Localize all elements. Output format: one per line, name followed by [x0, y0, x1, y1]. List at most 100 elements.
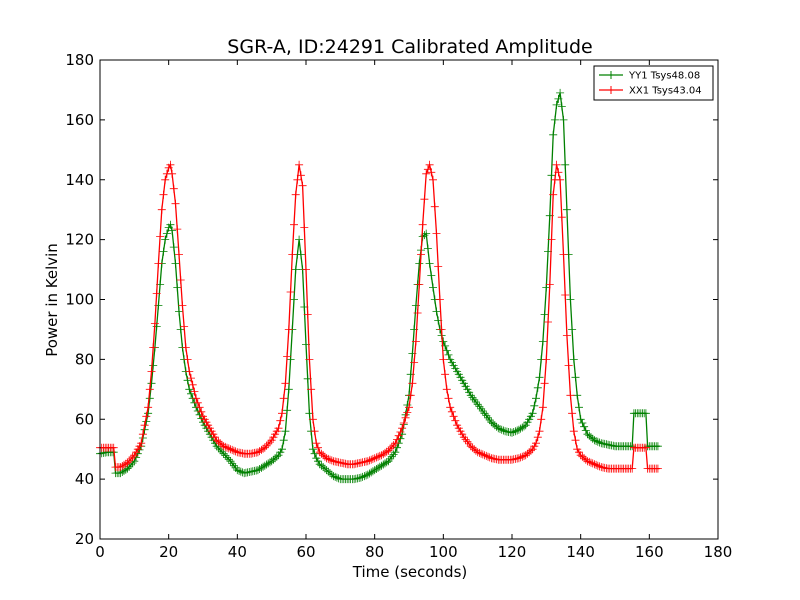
series-point — [569, 427, 578, 436]
series-point — [544, 318, 552, 326]
x-tick-label: 60 — [296, 543, 315, 561]
series-point — [329, 472, 338, 481]
series-point — [310, 427, 319, 436]
series-point — [576, 415, 585, 424]
series-point — [190, 387, 199, 396]
series-point — [609, 441, 618, 450]
series-point — [331, 472, 340, 481]
series-point — [429, 283, 437, 292]
series-point — [477, 449, 486, 458]
series-point — [185, 367, 194, 376]
series-point — [168, 169, 177, 178]
series-point — [162, 229, 171, 238]
series-point — [593, 461, 602, 470]
series-point — [147, 367, 156, 376]
series-point — [562, 331, 571, 340]
series-point — [374, 452, 383, 461]
series-point — [628, 442, 637, 451]
series-point — [420, 195, 429, 204]
series-point — [305, 355, 314, 364]
series-point — [394, 431, 403, 440]
series-point — [561, 291, 570, 299]
legend-label: XX1 Tsys43.04 — [629, 86, 702, 97]
series-point — [356, 458, 365, 467]
series-point — [229, 461, 238, 470]
series-point — [228, 445, 237, 454]
series-point — [653, 442, 662, 451]
series-point — [278, 409, 286, 418]
series-point — [223, 443, 231, 452]
series-point — [447, 407, 456, 416]
series-point — [477, 404, 486, 413]
legend-entry-0: YY1 Tsys48.08 — [599, 71, 700, 82]
series-point — [446, 403, 455, 412]
series-point — [556, 88, 565, 97]
series-point — [279, 436, 288, 445]
series-point — [365, 456, 374, 465]
series-point — [126, 454, 135, 463]
series-point — [554, 94, 563, 103]
series-point — [224, 444, 233, 453]
series-point — [128, 453, 137, 461]
series-point — [653, 464, 662, 473]
series-point — [595, 438, 604, 447]
x-tick-label: 120 — [498, 543, 527, 561]
series-point — [415, 259, 424, 268]
series-point — [561, 160, 570, 169]
series-point — [302, 265, 310, 274]
series-point — [514, 425, 523, 434]
series-point — [281, 427, 290, 436]
series-point — [528, 409, 537, 418]
series-point — [276, 416, 285, 425]
series-point — [169, 243, 178, 252]
series-point — [169, 184, 178, 193]
series-point — [473, 448, 482, 457]
series-point — [552, 100, 561, 109]
series-point — [120, 460, 128, 469]
series-point — [471, 446, 480, 455]
series-0 — [96, 88, 662, 484]
series-point — [442, 346, 451, 355]
series-point — [236, 467, 245, 476]
series-point — [262, 460, 271, 469]
series-point — [303, 310, 312, 319]
series-point — [290, 220, 298, 229]
series-point — [425, 160, 434, 169]
series-point — [384, 446, 393, 455]
series-point — [533, 433, 542, 442]
series-point — [540, 379, 549, 388]
series-point — [526, 446, 535, 455]
series-point — [159, 190, 168, 199]
series-point — [217, 447, 226, 456]
series-point — [511, 427, 520, 436]
series-1 — [96, 160, 662, 473]
series-point — [401, 413, 410, 422]
x-axis-label: Time (seconds) — [352, 563, 468, 581]
series-point — [365, 469, 374, 478]
series-point — [260, 443, 269, 452]
series-point — [195, 403, 204, 412]
series-point — [362, 471, 371, 480]
y-tick-label: 140 — [65, 171, 94, 189]
y-tick-label: 180 — [65, 51, 94, 69]
series-point — [537, 415, 546, 424]
series-point — [480, 451, 489, 460]
series-point — [408, 379, 417, 388]
series-point — [497, 425, 506, 434]
series-point — [478, 450, 487, 459]
series-point — [379, 460, 388, 469]
series-point — [540, 310, 549, 319]
series-point — [187, 374, 195, 383]
y-tick-label: 20 — [75, 530, 94, 548]
series-point — [358, 472, 367, 481]
series-point — [272, 452, 281, 461]
series-point — [578, 419, 587, 427]
series-point — [432, 307, 441, 316]
series-point — [171, 199, 180, 208]
series-point — [370, 454, 379, 463]
series-point — [484, 452, 492, 461]
series-point — [238, 449, 247, 458]
series-point — [372, 453, 381, 462]
series-point — [556, 175, 565, 184]
series-point — [281, 379, 290, 388]
